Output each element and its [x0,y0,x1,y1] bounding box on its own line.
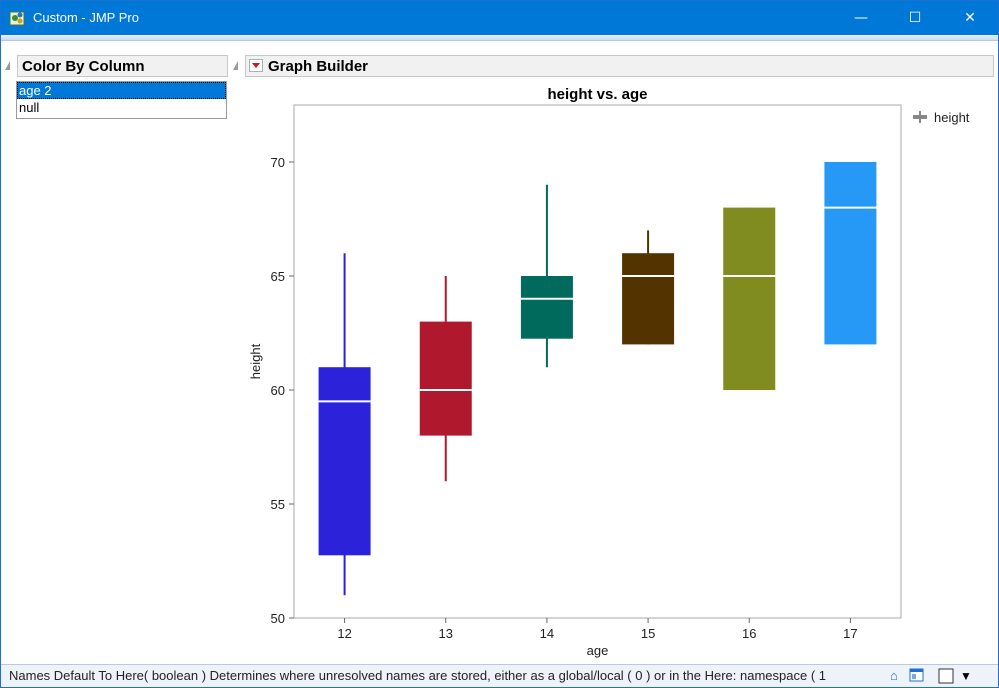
y-axis-label: height [248,343,263,379]
window-title: Custom - JMP Pro [33,10,139,25]
y-tick-label: 55 [271,497,285,512]
x-tick-label: 16 [742,626,756,641]
box-body [419,321,472,436]
box-body [520,276,573,339]
minimize-button[interactable]: — [838,1,884,35]
graph-builder-header[interactable]: Graph Builder [233,55,994,77]
dropdown-arrow-icon[interactable]: ▼ [960,669,972,683]
list-item-age-2[interactable]: age 2 [17,82,226,99]
box-plot-chart: height vs. age 50 55 60 65 70 height 12 13 14 15 16… [248,86,970,658]
chart-title: height vs. age [547,86,647,103]
box-body [723,207,776,390]
y-tick-label: 65 [271,269,285,284]
maximize-button[interactable]: ☐ [892,1,938,35]
red-triangle-menu-icon[interactable] [249,59,263,72]
y-tick-label: 50 [271,611,285,626]
box-body [318,367,371,556]
x-tick-label: 15 [641,626,655,641]
x-tick-label: 17 [843,626,857,641]
window-list-icon[interactable] [908,668,924,684]
maximize-icon: ☐ [908,10,922,26]
color-by-column-header[interactable]: Color By Column [5,55,228,77]
plot-frame [293,104,902,619]
y-tick-label: 70 [271,155,285,170]
x-tick-label: 14 [540,626,554,641]
color-by-column-title: Color By Column [22,58,145,75]
y-tick-label: 60 [271,383,285,398]
legend-label: height [934,110,970,125]
legend-box-icon [913,115,927,119]
x-tick-label: 12 [337,626,351,641]
title-bar[interactable]: Custom - JMP Pro — ☐ ✕ [1,1,998,35]
minimize-icon: — [854,10,868,26]
close-icon: ✕ [964,10,976,26]
color-by-column-list[interactable]: age 2 null [16,81,227,119]
box-body [824,162,877,345]
x-axis-label: age [587,643,609,658]
box-body [622,253,675,345]
home-icon[interactable]: ⌂ [890,668,898,683]
menu-accent-bar [1,35,998,41]
checkbox-icon[interactable] [938,668,954,684]
x-tick-label: 13 [439,626,453,641]
status-bar: Names Default To Here( boolean ) Determi… [1,664,998,687]
list-item-null[interactable]: null [19,100,40,115]
close-button[interactable]: ✕ [947,1,993,35]
jmp-app-icon [9,11,25,26]
disclosure-triangle-icon[interactable] [233,61,238,70]
status-text: Names Default To Here( boolean ) Determi… [9,668,827,683]
disclosure-triangle-icon[interactable] [5,61,10,70]
graph-builder-title: Graph Builder [268,58,369,75]
